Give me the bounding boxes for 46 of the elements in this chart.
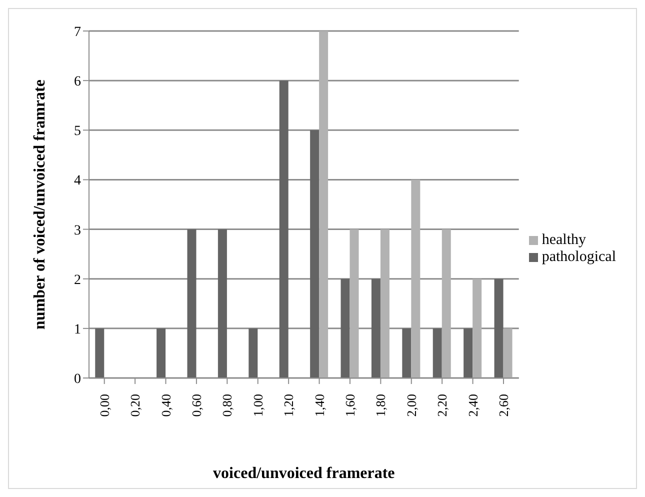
x-tick-label: 2,60 — [496, 394, 511, 417]
x-tick-label: 0,00 — [96, 394, 112, 417]
y-tick-label: 6 — [74, 74, 81, 90]
bar — [156, 328, 166, 378]
bar — [402, 328, 412, 378]
x-axis-title: voiced/unvoiced framerate — [213, 465, 395, 482]
x-tick-label: 1,60 — [342, 394, 358, 417]
bar — [340, 278, 350, 378]
y-tick-label: 2 — [74, 272, 81, 288]
x-tick-label: 2,00 — [404, 394, 419, 417]
bar — [187, 229, 196, 378]
bar — [494, 278, 504, 378]
x-tick-label: 1,80 — [373, 394, 388, 417]
x-tick-label: 1,00 — [250, 394, 266, 417]
y-tick-label: 0 — [74, 372, 81, 387]
bar — [371, 278, 380, 378]
y-tick-label: 4 — [74, 174, 81, 189]
bar — [319, 31, 328, 378]
x-tick-label: 0,40 — [158, 394, 174, 417]
bar — [350, 229, 359, 378]
x-tick-label: 1,20 — [281, 394, 296, 417]
bar — [464, 328, 473, 378]
legend-label: pathological — [542, 248, 616, 264]
x-tick-label: 1,40 — [312, 394, 327, 417]
y-tick-label: 3 — [74, 223, 81, 238]
x-tick-label: 0,20 — [128, 394, 143, 417]
y-tick-label: 5 — [74, 124, 81, 140]
bar — [503, 328, 512, 378]
y-tick-label: 7 — [74, 24, 81, 40]
bar — [472, 278, 482, 378]
x-tick-label: 0,60 — [188, 394, 204, 417]
bar — [380, 229, 390, 378]
bar — [95, 328, 104, 378]
bar — [310, 130, 320, 378]
legend-label: healthy — [542, 232, 586, 248]
bar — [442, 229, 451, 378]
x-tick-label: 2,40 — [465, 394, 480, 417]
bar — [218, 229, 227, 378]
y-axis-title: number of voiced/unvoiced framrate — [32, 80, 49, 330]
x-tick-label: 2,20 — [434, 394, 450, 417]
bar — [432, 328, 442, 378]
x-tick-label: 0,80 — [220, 394, 235, 417]
bar — [248, 328, 258, 378]
bar — [411, 180, 420, 378]
bar — [279, 80, 288, 378]
y-tick-label: 1 — [74, 322, 81, 338]
